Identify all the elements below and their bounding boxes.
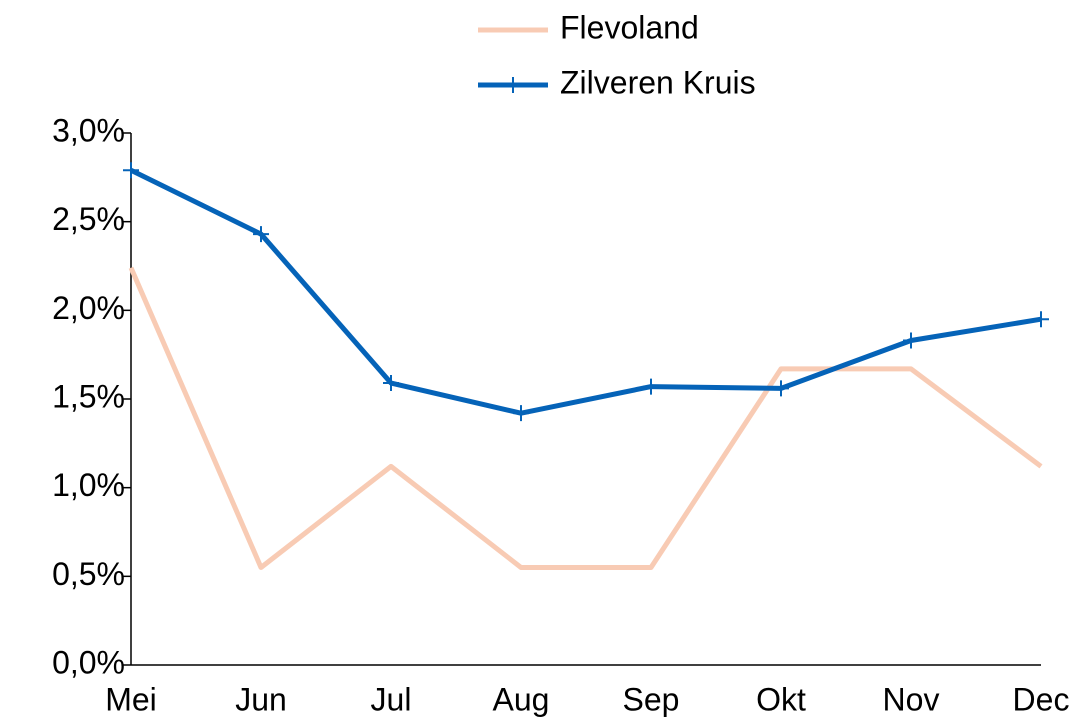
- y-tick-label: 2,5%: [52, 201, 125, 237]
- series-line: [128, 266, 1043, 570]
- x-tick-label: Nov: [883, 681, 940, 717]
- point-marker: [643, 378, 659, 395]
- legend-label: Zilveren Kruis: [560, 64, 756, 100]
- point-marker: [513, 405, 529, 422]
- legend-marker: [505, 77, 521, 93]
- point-marker: [383, 375, 399, 392]
- point-marker: [773, 380, 789, 397]
- series-line: [129, 167, 1042, 416]
- x-tick-label: Okt: [756, 681, 806, 717]
- y-tick-label: 0,5%: [52, 556, 125, 592]
- point-marker: [903, 332, 919, 349]
- y-tick-label: 1,0%: [52, 467, 125, 503]
- x-tick-label: Dec: [1013, 681, 1070, 717]
- x-tick-label: Jul: [371, 681, 412, 717]
- x-tick-label: Jun: [235, 681, 287, 717]
- x-tick-label: Mei: [105, 681, 157, 717]
- y-tick-label: 0,0%: [52, 644, 125, 680]
- y-tick-label: 1,5%: [52, 378, 125, 414]
- point-marker: [253, 226, 269, 243]
- point-marker: [123, 162, 139, 179]
- legend-label: Flevoland: [560, 9, 699, 45]
- y-tick-label: 2,0%: [52, 290, 125, 326]
- x-tick-label: Sep: [623, 681, 680, 717]
- point-marker: [1033, 311, 1049, 328]
- y-tick-label: 3,0%: [52, 112, 125, 148]
- x-tick-label: Aug: [493, 681, 550, 717]
